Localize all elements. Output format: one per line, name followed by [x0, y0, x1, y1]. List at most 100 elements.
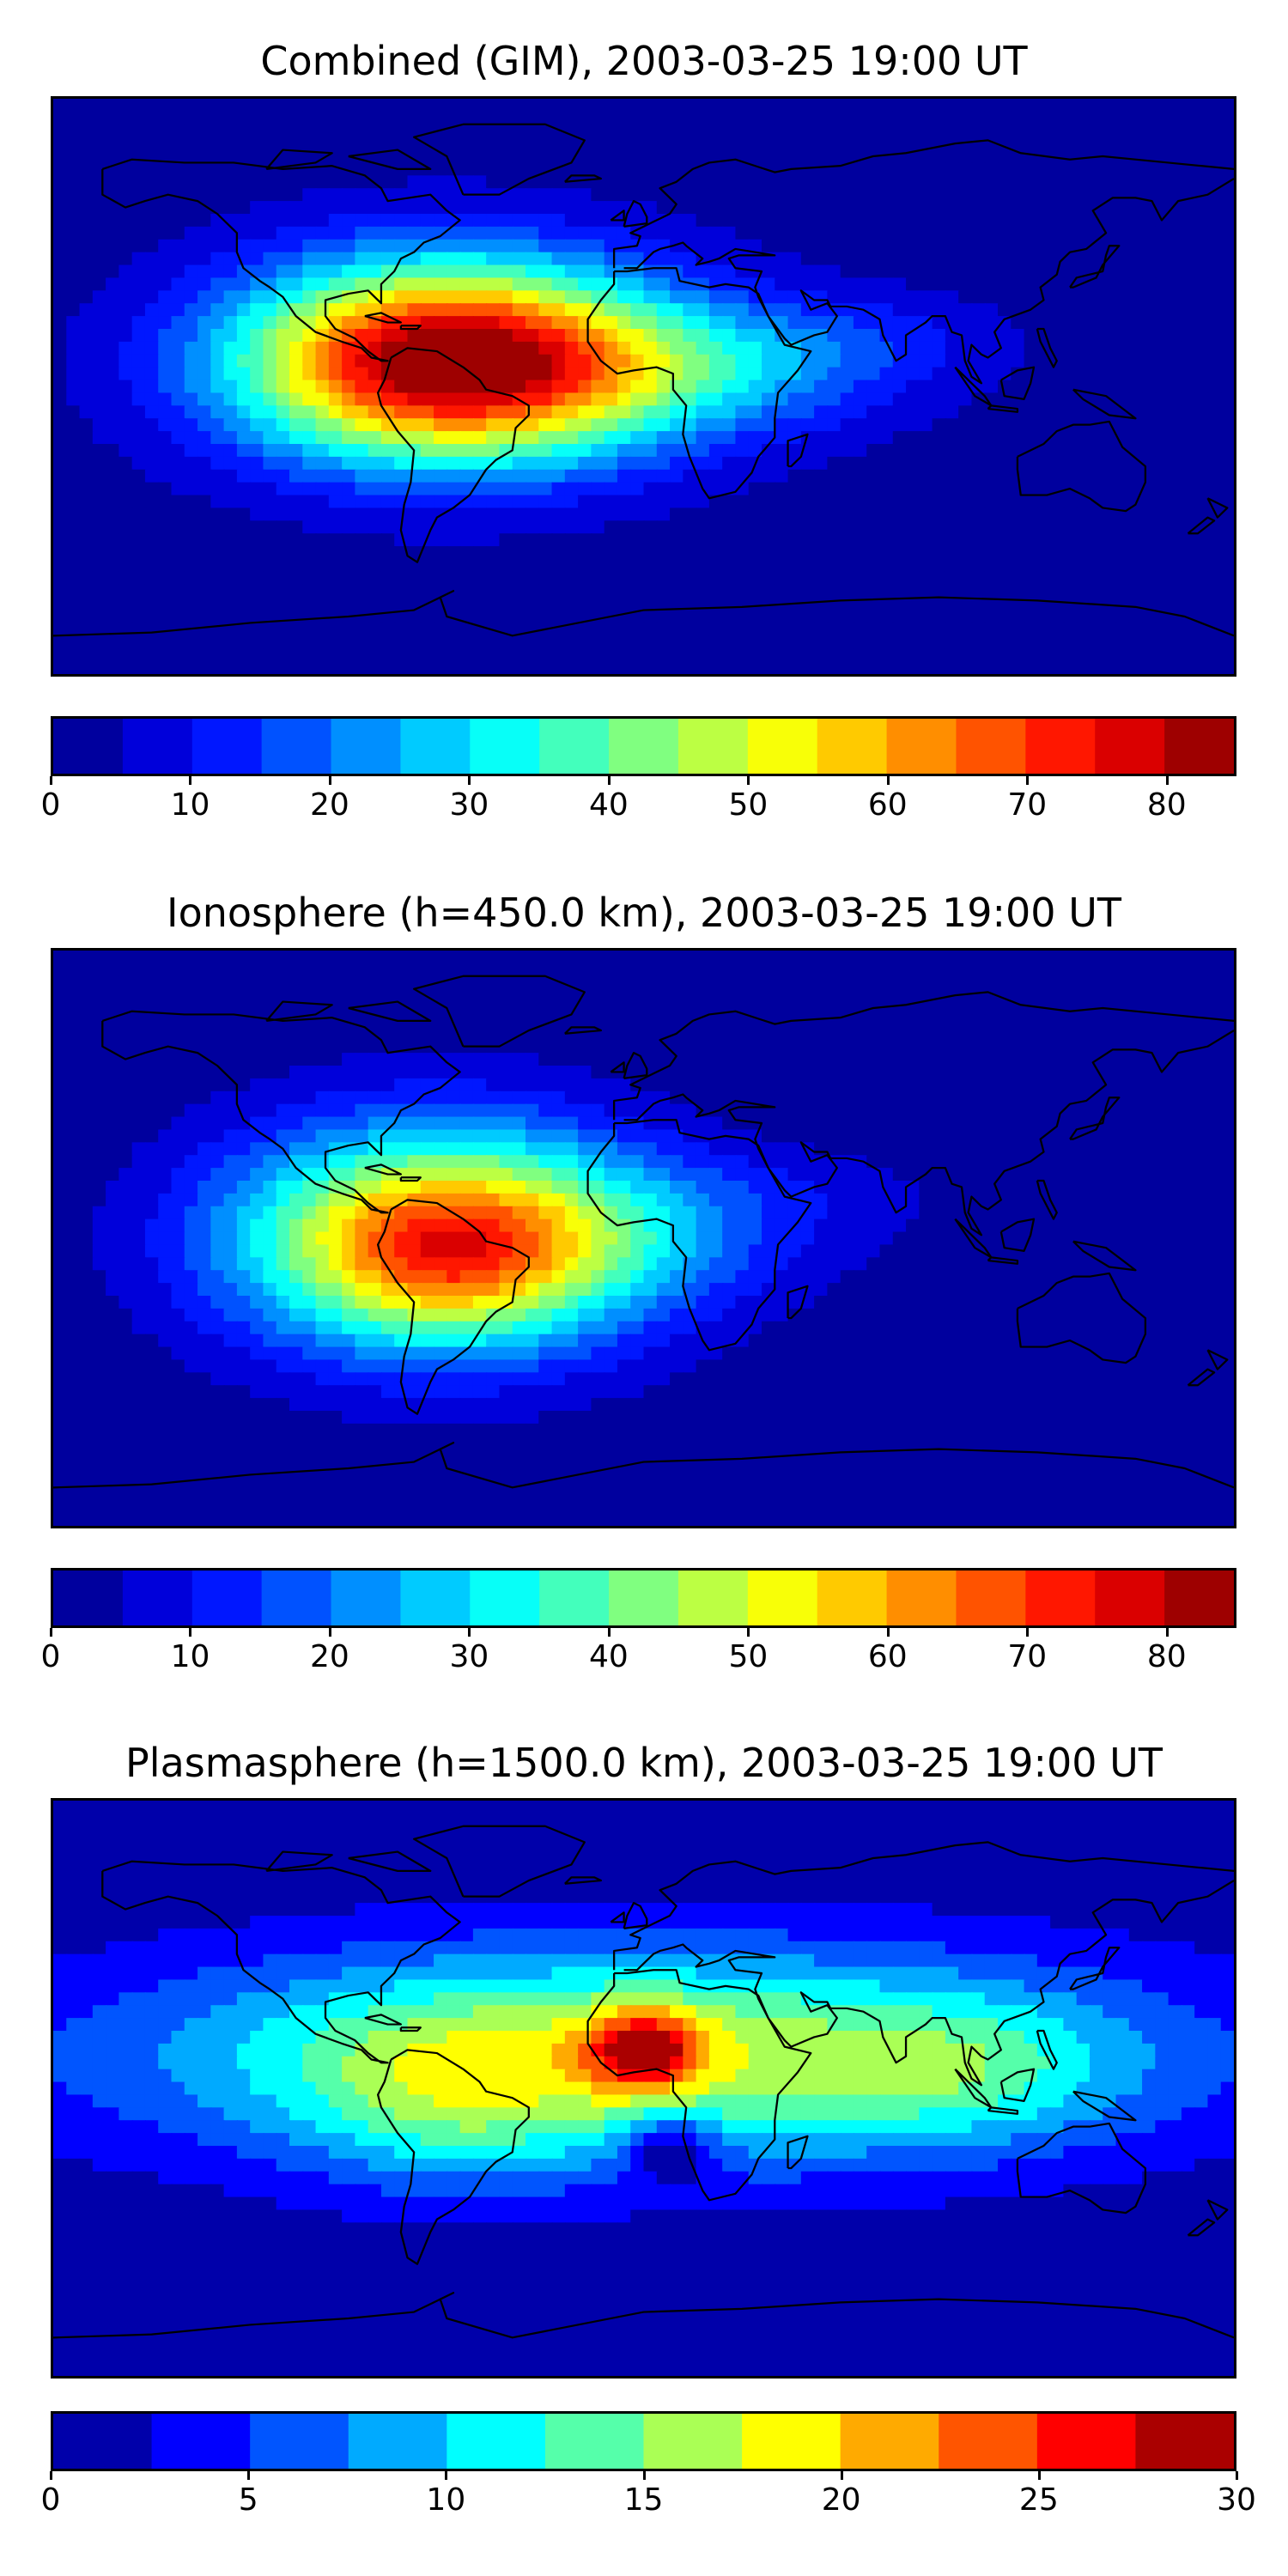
map-field-cell	[1115, 392, 1130, 407]
map-field-cell	[1155, 316, 1170, 331]
map-field-cell	[591, 252, 605, 266]
map-field-cell	[394, 226, 409, 240]
map-field-cell	[762, 149, 776, 164]
map-field-cell	[263, 975, 277, 990]
map-field-cell	[958, 175, 973, 190]
map-field-cell	[1103, 380, 1117, 394]
map-field-cell	[1220, 571, 1234, 586]
map-field-cell	[551, 988, 566, 1003]
map-field-cell	[355, 975, 369, 990]
map-field-cell	[1076, 290, 1091, 305]
map-field-cell	[302, 175, 317, 190]
map-field-cell	[879, 559, 894, 574]
map-field-cell	[564, 584, 580, 598]
map-field-cell	[945, 1053, 960, 1067]
map-field-cell	[368, 661, 383, 674]
map-field-cell	[131, 418, 147, 433]
map-field-cell	[1168, 495, 1183, 509]
map-field-cell	[250, 111, 264, 125]
map-field-cell	[643, 277, 658, 292]
map-field-cell	[131, 226, 147, 240]
map-field-cell	[1207, 1053, 1222, 1067]
map-field-cell	[66, 239, 81, 253]
map-field-cell	[342, 380, 356, 394]
map-field-cell	[342, 597, 356, 611]
map-field-cell	[526, 623, 540, 637]
map-field-cell	[998, 175, 1012, 190]
map-field-cell	[591, 1053, 605, 1067]
map-field-cell	[538, 214, 553, 228]
map-field-cell	[932, 444, 947, 459]
map-field-cell	[1181, 290, 1196, 305]
map-field-cell	[486, 546, 501, 561]
map-field-cell	[564, 482, 580, 496]
map-field-cell	[814, 162, 829, 177]
map-field-cell	[355, 214, 369, 228]
map-field-cell	[1128, 99, 1144, 113]
map-field-cell	[184, 635, 199, 650]
map-field-cell	[1142, 661, 1157, 674]
map-field-cell	[1115, 329, 1130, 343]
map-field-cell	[1089, 623, 1104, 637]
map-field-cell	[906, 623, 920, 637]
map-field-cell	[879, 431, 894, 446]
map-field-cell	[670, 597, 684, 611]
map-field-cell	[512, 380, 527, 394]
map-field-cell	[708, 623, 724, 637]
map-field-cell	[578, 597, 592, 611]
map-field-cell	[472, 354, 488, 368]
map-field-cell	[932, 648, 947, 663]
map-field-cell	[184, 1066, 199, 1080]
map-field-cell	[223, 546, 239, 561]
map-field-cell	[879, 392, 894, 407]
map-field-cell	[106, 1001, 120, 1016]
map-field-cell	[892, 661, 908, 674]
map-field-cell	[762, 546, 776, 561]
map-field-cell	[800, 963, 816, 977]
map-field-cell	[1089, 188, 1104, 203]
map-field-cell	[1168, 546, 1183, 561]
map-field-cell	[118, 239, 133, 253]
map-field-cell	[591, 610, 605, 624]
map-field-cell	[434, 963, 448, 977]
map-field-cell	[276, 137, 291, 151]
map-field-cell	[892, 188, 908, 203]
map-field-cell	[499, 635, 513, 650]
map-field-cell	[158, 137, 173, 151]
map-field-cell	[184, 303, 199, 318]
map-field-cell	[919, 623, 933, 637]
map-field-cell	[66, 111, 81, 125]
map-field-cell	[866, 124, 881, 138]
map-field-cell	[1103, 1053, 1117, 1067]
map-field-cell	[656, 469, 671, 483]
map-field-cell	[892, 444, 908, 459]
map-field-cell	[708, 495, 724, 509]
map-field-cell	[984, 303, 999, 318]
coastline	[376, 347, 530, 563]
map-field-cell	[1089, 252, 1104, 266]
map-field-cell	[289, 329, 304, 343]
map-field-cell	[197, 290, 212, 305]
map-field-cell	[1063, 188, 1078, 203]
map-field-cell	[984, 226, 999, 240]
map-field-cell	[840, 648, 855, 663]
map-field-cell	[342, 392, 356, 407]
map-field-cell	[578, 137, 592, 151]
map-field-cell	[748, 341, 763, 355]
map-field-cell	[853, 99, 868, 113]
map-field-cell	[302, 648, 317, 663]
map-field-cell	[800, 214, 816, 228]
map-field-cell	[971, 188, 986, 203]
map-field-cell	[1168, 124, 1183, 138]
map-field-cell	[447, 507, 461, 522]
map-field-cell	[184, 341, 199, 355]
map-field-cell	[564, 226, 580, 240]
map-field-cell	[748, 1014, 763, 1029]
map-field-cell	[486, 264, 501, 279]
colorbar-tick-mark	[50, 776, 52, 785]
map-field-cell	[512, 431, 527, 446]
map-field-cell	[1089, 520, 1104, 535]
map-field-cell	[1063, 392, 1078, 407]
map-field-cell	[289, 623, 304, 637]
map-field-cell	[617, 354, 632, 368]
